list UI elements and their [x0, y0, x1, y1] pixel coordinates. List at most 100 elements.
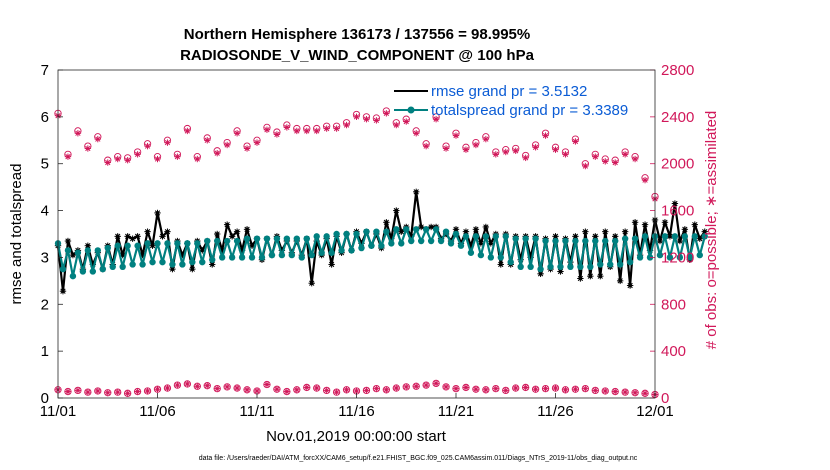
spread-point	[492, 233, 499, 240]
spread-point	[368, 242, 375, 249]
spread-point	[676, 254, 684, 261]
obs-assimilated-point	[542, 132, 549, 139]
obs-assimilated-point	[432, 116, 440, 123]
obs-assimilated-point	[582, 385, 589, 392]
spread-point	[656, 251, 664, 259]
spread-point	[139, 261, 146, 268]
spread-point	[253, 235, 261, 242]
obs-assimilated-point	[621, 388, 629, 396]
spread-point	[408, 237, 415, 245]
spread-point	[363, 228, 370, 235]
spread-point	[248, 254, 256, 261]
x-axis-label: Nov.01,2019 00:00:00 start	[266, 428, 447, 445]
spread-point	[283, 235, 291, 242]
spread-point	[691, 233, 698, 240]
spread-point	[701, 233, 708, 240]
spread-point	[681, 233, 689, 240]
rmse-point-core	[160, 234, 165, 239]
spread-point	[537, 265, 544, 273]
obs-assimilated-point	[333, 388, 340, 396]
rmse-point-core	[155, 211, 160, 215]
spread-point	[621, 235, 629, 242]
spread-point	[671, 233, 679, 240]
obs-assimilated-point	[174, 153, 181, 160]
rmse-point-core	[454, 227, 458, 232]
spread-point	[388, 240, 395, 247]
spread-point	[567, 263, 574, 270]
obs-assimilated-point	[243, 386, 251, 393]
spread-point	[64, 247, 72, 254]
spread-point	[69, 272, 77, 280]
rmse-point-core	[553, 234, 558, 239]
x-tick-label: 11/01	[40, 403, 76, 420]
rmse-point-core	[120, 253, 125, 257]
spread-point	[482, 233, 490, 240]
obs-assimilated-point	[602, 387, 609, 395]
spread-point	[577, 263, 584, 270]
obs-assimilated-point	[452, 132, 460, 139]
spread-point	[562, 237, 569, 245]
spread-point	[417, 237, 425, 245]
rmse-point-core	[683, 227, 687, 232]
rmse-point-core	[558, 269, 563, 274]
obs-assimilated-point	[144, 387, 151, 395]
spread-point	[328, 249, 335, 256]
obs-assimilated-point	[373, 385, 380, 392]
rmse-point-core	[588, 274, 593, 278]
obs-assimilated-point	[631, 389, 639, 396]
obs-assimilated-point	[482, 135, 490, 143]
obs-assimilated-point	[641, 390, 649, 397]
rmse-point-core	[668, 234, 672, 239]
spread-point	[184, 240, 191, 247]
obs-assimilated-point	[164, 384, 171, 392]
spread-point	[358, 244, 365, 252]
obs-assimilated-point	[393, 384, 400, 392]
rmse-point-core	[165, 229, 170, 234]
rmse-point-core	[399, 229, 404, 234]
x-tick-label: 11/06	[139, 403, 175, 420]
rmse-point-core	[115, 234, 120, 239]
spread-point	[626, 258, 634, 266]
spread-point	[527, 263, 534, 270]
spread-point	[218, 254, 226, 261]
x-tick-label: 11/16	[338, 403, 374, 420]
obs-assimilated-point	[94, 135, 101, 143]
x-tick-label: 12/01	[636, 403, 674, 420]
obs-assimilated-point	[323, 125, 330, 132]
chart-title-line1: Northern Hemisphere 136173 / 137556 = 98…	[184, 26, 530, 43]
y-left-tick-label: 4	[41, 203, 49, 220]
rmse-point-core	[583, 229, 588, 234]
rmse-point-core	[125, 234, 130, 239]
spread-point	[308, 251, 315, 259]
spread-point	[94, 247, 102, 254]
obs-assimilated-point	[214, 149, 221, 157]
y-left-tick-label: 1	[41, 343, 49, 360]
rmse-point-core	[598, 274, 603, 278]
x-tick-label: 11/11	[239, 403, 274, 420]
obs-assimilated-point	[472, 141, 480, 149]
obs-assimilated-point	[442, 145, 450, 152]
spread-point	[547, 263, 554, 270]
spread-point	[631, 235, 639, 242]
spread-point	[263, 235, 271, 242]
obs-assimilated-point	[522, 154, 529, 162]
obs-assimilated-point	[393, 121, 400, 129]
rmse-point-core	[190, 267, 195, 271]
obs-assimilated-point	[492, 385, 499, 392]
rmse-point-core	[135, 234, 140, 239]
obs-assimilated-point	[452, 385, 460, 392]
spread-point	[696, 251, 703, 259]
obs-assimilated-point	[582, 162, 589, 170]
plot-frame	[57, 69, 656, 399]
spread-point	[542, 237, 549, 245]
y-left-tick-label: 6	[41, 109, 49, 126]
obs-assimilated-point	[363, 387, 370, 394]
obs-assimilated-point	[84, 145, 92, 152]
spread-point	[517, 263, 524, 270]
obs-assimilated-point	[154, 386, 161, 393]
rmse-point-core	[250, 243, 254, 248]
rmse-point-core	[618, 279, 622, 283]
y-left-tick-label: 0	[41, 390, 49, 407]
spread-point	[124, 242, 131, 249]
spread-point	[204, 237, 211, 245]
